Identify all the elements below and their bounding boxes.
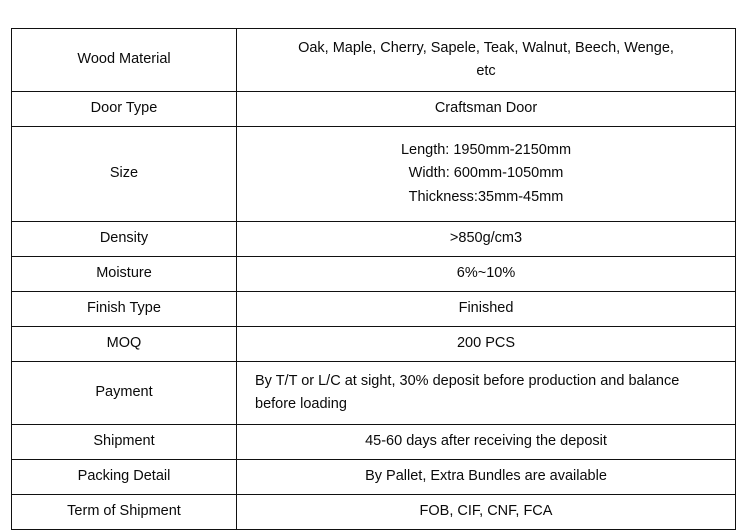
spec-label-shipment: Shipment — [11, 424, 237, 460]
table-row: Moisture 6%~10% — [11, 256, 736, 292]
spec-value-door-type: Craftsman Door — [236, 91, 736, 127]
spec-value-moq: 200 PCS — [236, 326, 736, 362]
table-row: Density >850g/cm3 — [11, 221, 736, 257]
spec-value-packing-detail: By Pallet, Extra Bundles are available — [236, 459, 736, 495]
spec-value-shipment: 45-60 days after receiving the deposit — [236, 424, 736, 460]
spec-label-moisture: Moisture — [11, 256, 237, 292]
spec-label-term-of-shipment: Term of Shipment — [11, 494, 237, 530]
product-specification-sheet: Wood Material Oak, Maple, Cherry, Sapele… — [11, 28, 736, 530]
table-row: Packing Detail By Pallet, Extra Bundles … — [11, 459, 736, 495]
spec-value-wood-material: Oak, Maple, Cherry, Sapele, Teak, Walnut… — [236, 28, 736, 92]
table-row: Term of Shipment FOB, CIF, CNF, FCA — [11, 494, 736, 530]
spec-label-density: Density — [11, 221, 237, 257]
value-line: etc — [476, 63, 496, 79]
spec-label-moq: MOQ — [11, 326, 237, 362]
spec-label-finish-type: Finish Type — [11, 291, 237, 327]
spec-value-size: Length: 1950mm-2150mm Width: 600mm-1050m… — [236, 126, 736, 222]
specification-table: Wood Material Oak, Maple, Cherry, Sapele… — [11, 28, 736, 530]
value-line: Oak, Maple, Cherry, Sapele, Teak, Walnut… — [298, 39, 674, 56]
table-row: Size Length: 1950mm-2150mm Width: 600mm-… — [11, 126, 736, 222]
spec-label-wood-material: Wood Material — [11, 28, 237, 92]
value-line-thickness: Thickness:35mm-45mm — [408, 188, 564, 205]
spec-value-payment: By T/T or L/C at sight, 30% deposit befo… — [236, 361, 736, 425]
table-row: Door Type Craftsman Door — [11, 91, 736, 127]
spec-label-packing-detail: Packing Detail — [11, 459, 237, 495]
table-row: Wood Material Oak, Maple, Cherry, Sapele… — [11, 28, 736, 92]
spec-value-moisture: 6%~10% — [236, 256, 736, 292]
value-line-width: Width: 600mm-1050mm — [408, 165, 564, 182]
table-row: Payment By T/T or L/C at sight, 30% depo… — [11, 361, 736, 425]
spec-label-size: Size — [11, 126, 237, 222]
spec-label-payment: Payment — [11, 361, 237, 425]
table-row: Shipment 45-60 days after receiving the … — [11, 424, 736, 460]
table-row: Finish Type Finished — [11, 291, 736, 327]
table-row: MOQ 200 PCS — [11, 326, 736, 362]
spec-value-term-of-shipment: FOB, CIF, CNF, FCA — [236, 494, 736, 530]
spec-value-density: >850g/cm3 — [236, 221, 736, 257]
specification-table-body: Wood Material Oak, Maple, Cherry, Sapele… — [11, 28, 736, 530]
spec-label-door-type: Door Type — [11, 91, 237, 127]
value-line-length: Length: 1950mm-2150mm — [400, 141, 572, 158]
spec-value-finish-type: Finished — [236, 291, 736, 327]
